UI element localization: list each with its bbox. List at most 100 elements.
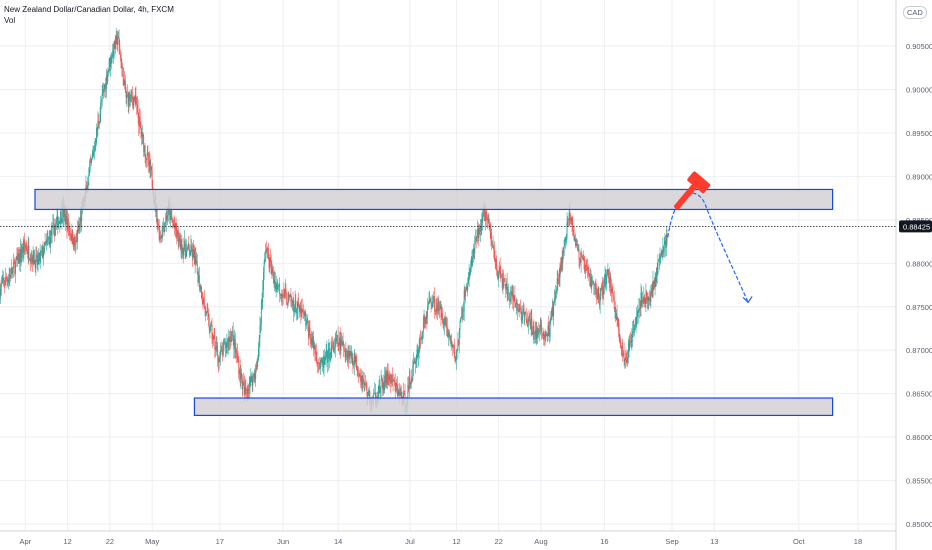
candle-body (93, 146, 95, 153)
candle-body (143, 145, 145, 153)
candle-body (252, 373, 254, 386)
price-axis[interactable]: 0.90500 0.90000 0.89500 0.89000 0.88500 0.880… (906, 42, 932, 529)
candle-body (264, 252, 266, 263)
candle-body (616, 313, 618, 321)
candle-body (662, 246, 664, 255)
candle-body (284, 289, 286, 299)
candle-body (386, 370, 388, 385)
candle-body (576, 244, 578, 248)
candle-body (289, 294, 290, 298)
candle-body (418, 345, 420, 350)
candle-body (595, 287, 597, 290)
candle-body (267, 247, 269, 250)
candle-body (618, 318, 619, 329)
candle-body (549, 320, 551, 337)
candle-body (33, 250, 35, 264)
candle-body (324, 357, 326, 361)
candle-body (363, 379, 364, 381)
candle-body (50, 231, 52, 236)
candle-body (302, 310, 304, 312)
candle-body (44, 242, 46, 245)
candle-body (580, 257, 582, 263)
candle-body (7, 280, 9, 284)
candle-body (471, 257, 473, 265)
time-tick-label: Oct (793, 537, 806, 546)
candle-body (205, 311, 207, 315)
candle-body (444, 317, 446, 319)
candle-body (513, 295, 515, 296)
candle-body (630, 341, 632, 343)
candle-body (443, 322, 445, 326)
candle-body (131, 91, 133, 97)
candle-body (13, 262, 15, 264)
candle-body (487, 217, 489, 219)
candle-body (379, 385, 381, 393)
candle-body (296, 308, 298, 311)
currency-badge[interactable]: CAD (903, 6, 927, 19)
candle-body (79, 223, 81, 227)
candle-body (423, 317, 425, 322)
candle-body (604, 274, 606, 278)
gavel-icon[interactable] (668, 171, 711, 217)
candle-body (665, 234, 667, 248)
time-axis[interactable]: Apr 12 22 May 17 Jun 14 Jul 12 22 Aug 16 Sep 13 Oct 18 (0, 530, 896, 546)
candle-body (109, 58, 111, 67)
candle-body (14, 263, 16, 275)
candle-body (165, 223, 166, 224)
candle-body (237, 360, 239, 362)
candle-body (598, 302, 600, 306)
candle-body (174, 226, 176, 229)
candle-body (97, 120, 99, 130)
candle-body (201, 286, 202, 299)
candle-body (591, 280, 593, 288)
candle-body (389, 375, 390, 381)
candle-body (55, 223, 57, 228)
candle-body (622, 352, 624, 356)
candle-body (475, 238, 476, 241)
resistance-zone[interactable] (34, 188, 834, 211)
candle-body (51, 227, 53, 236)
candle-body (38, 252, 40, 260)
candle-body (572, 229, 574, 233)
candle-body (236, 353, 238, 361)
candle-body (66, 216, 68, 231)
candle-body (219, 357, 221, 360)
candle-body (620, 341, 622, 348)
candle-body (489, 229, 491, 234)
candle-body (548, 328, 550, 337)
candle-body (449, 336, 451, 337)
candle-body (275, 284, 277, 290)
candle-body (416, 349, 418, 361)
candle-body (170, 210, 171, 220)
candle-body (534, 330, 536, 334)
candle-body (75, 240, 77, 242)
candle-body (342, 342, 344, 346)
candle-body (509, 300, 511, 302)
candle-body (274, 281, 276, 284)
candle-body (383, 383, 385, 390)
candle-body (12, 262, 14, 269)
price-tick-label: 0.87500 (906, 303, 932, 312)
candle-body (220, 349, 222, 351)
candle-body (98, 122, 100, 124)
candle-body (643, 296, 645, 304)
candle-body (64, 209, 66, 214)
candle-body (361, 376, 363, 385)
candle-body (27, 245, 29, 254)
candle-body (0, 283, 2, 287)
support-zone[interactable] (193, 397, 834, 417)
candle-body (247, 389, 249, 395)
candle-body (607, 269, 609, 274)
candle-body (640, 292, 642, 309)
candle-body (458, 330, 460, 345)
candle-body (79, 217, 81, 224)
candle-body (29, 259, 31, 262)
candle-body (53, 223, 54, 225)
candle-body (633, 328, 635, 330)
candle-body (68, 228, 70, 230)
symbol-title[interactable]: New Zealand Dollar/Canadian Dollar, 4h, … (4, 5, 174, 14)
time-tick-label: 22 (106, 537, 114, 546)
candle-body (453, 344, 455, 356)
candle-body (488, 217, 490, 224)
